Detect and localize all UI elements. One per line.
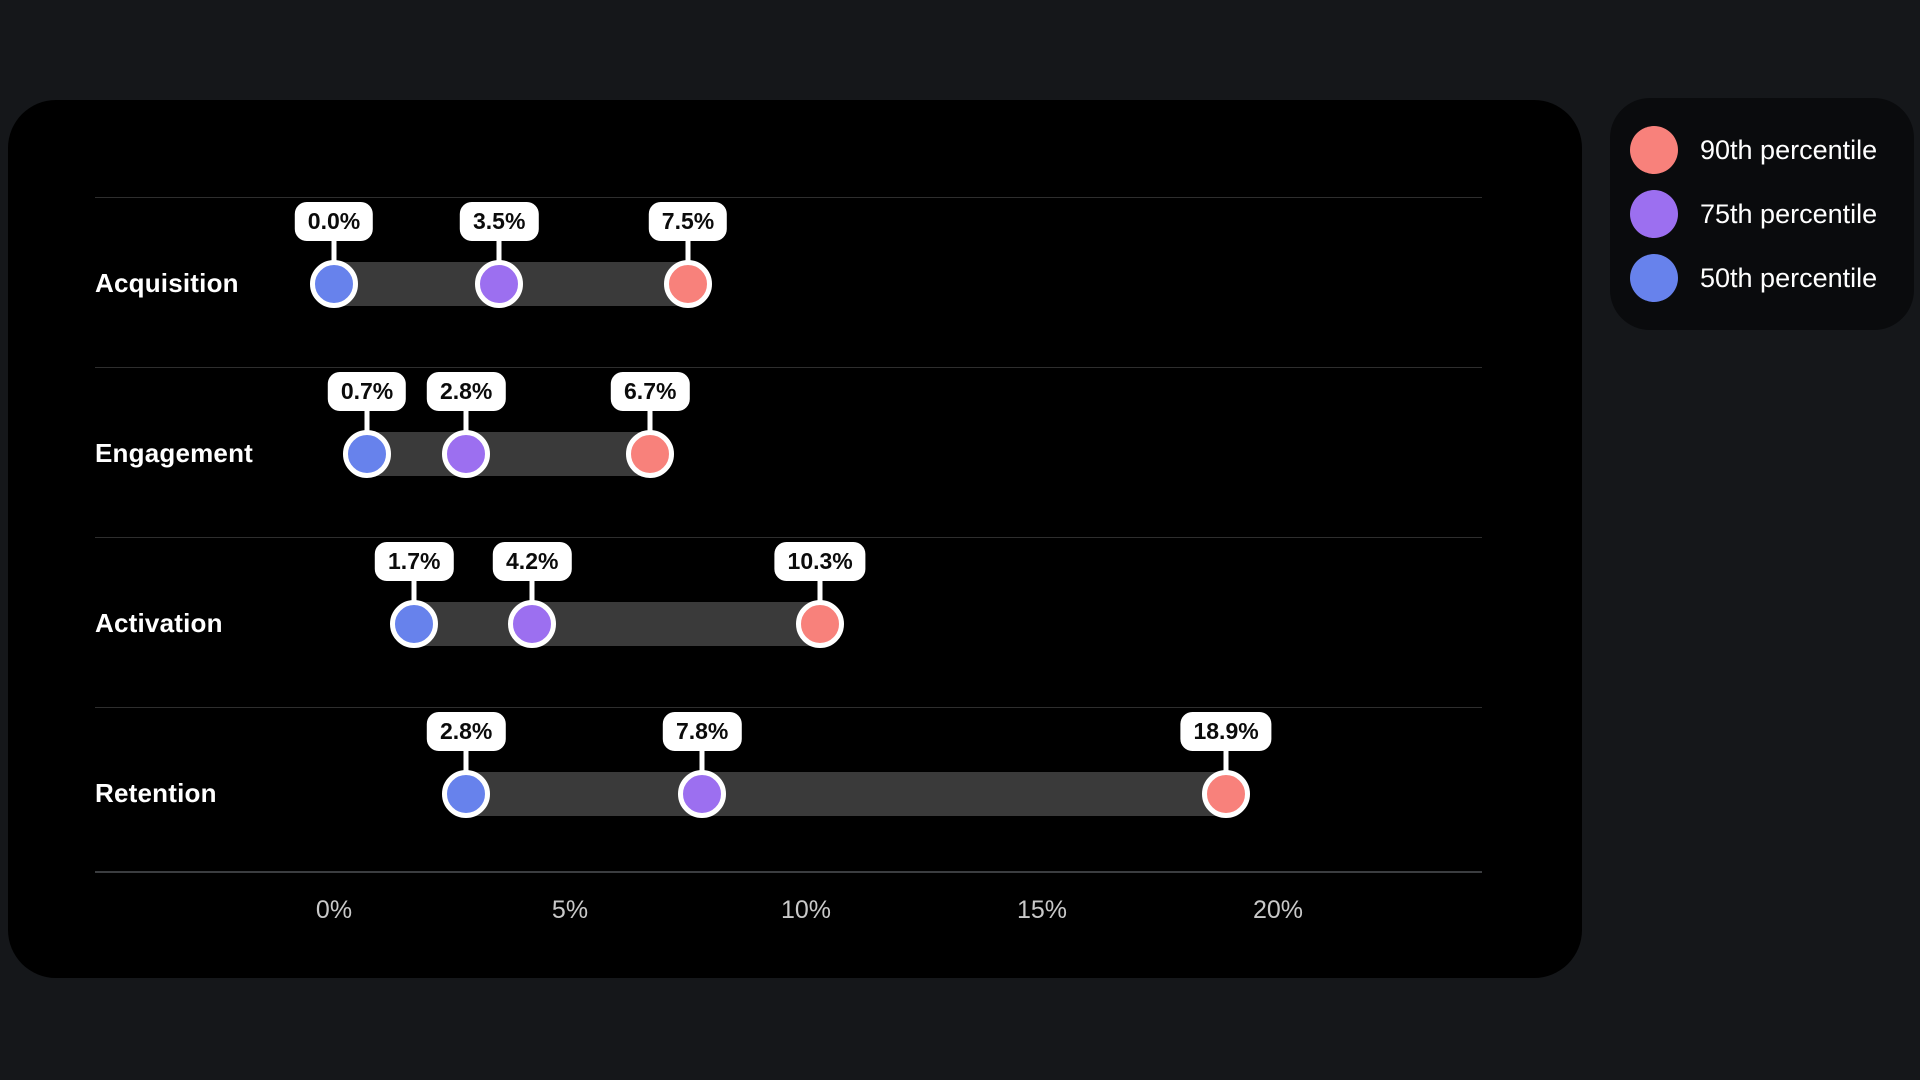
dot-p50[interactable] <box>390 600 439 648</box>
value-label-p90: 10.3% <box>774 542 866 581</box>
row-separator-line <box>95 707 1482 708</box>
label-stem <box>331 238 337 264</box>
dot-p50[interactable] <box>310 260 358 308</box>
legend-swatch-p75-icon <box>1630 190 1678 238</box>
dot-p50[interactable] <box>442 770 491 818</box>
legend-item-label: 90th percentile <box>1700 134 1878 165</box>
value-label-p75: 4.2% <box>493 542 572 581</box>
dot-p90[interactable] <box>796 600 845 648</box>
label-stem <box>411 578 417 604</box>
value-label-p50: 0.7% <box>327 372 407 411</box>
label-stem <box>496 238 502 264</box>
dot-p90[interactable] <box>664 260 712 308</box>
label-stem <box>463 748 469 774</box>
dot-p75[interactable] <box>442 430 491 478</box>
legend-item-label: 50th percentile <box>1700 262 1878 293</box>
dot-p75[interactable] <box>678 770 727 818</box>
range-track <box>414 602 821 646</box>
category-label: Engagement <box>95 437 254 468</box>
legend-item-p75: 75th percentile <box>1630 190 1914 238</box>
legend-item-p90: 90th percentile <box>1630 126 1914 174</box>
chart-card: Acquisition 0.0% 3.5% 7.5% Engagement 0.7% 2.8… <box>8 100 1582 978</box>
x-axis-line <box>95 871 1482 873</box>
dot-p75[interactable] <box>508 600 557 648</box>
label-stem <box>529 578 535 604</box>
x-axis-tick-label: 0% <box>315 896 353 924</box>
label-stem <box>685 238 691 264</box>
category-label: Acquisition <box>95 267 239 298</box>
x-axis-tick-label: 15% <box>1016 896 1068 924</box>
legend-swatch-p90-icon <box>1630 126 1678 174</box>
label-stem <box>364 408 370 434</box>
legend-item-label: 75th percentile <box>1700 198 1878 229</box>
x-axis-tick-label: 5% <box>551 896 589 924</box>
dot-p90[interactable] <box>1202 770 1251 818</box>
label-stem <box>1223 748 1229 774</box>
value-label-p90: 18.9% <box>1180 712 1272 751</box>
label-stem <box>463 408 469 434</box>
label-stem <box>647 408 653 434</box>
value-label-p75: 7.8% <box>662 712 742 751</box>
value-label-p75: 3.5% <box>459 202 539 241</box>
dot-p90[interactable] <box>626 430 675 478</box>
range-track <box>367 432 651 476</box>
range-track <box>466 772 1227 816</box>
category-label: Retention <box>95 777 217 808</box>
category-label: Activation <box>95 607 223 638</box>
value-label-p50: 1.7% <box>375 542 454 581</box>
value-label-p90: 7.5% <box>648 202 728 241</box>
x-axis-tick-label: 20% <box>1252 896 1304 924</box>
label-stem <box>817 578 823 604</box>
row-separator-line <box>95 197 1482 198</box>
dot-p75[interactable] <box>475 260 524 308</box>
value-label-p90: 6.7% <box>611 372 690 411</box>
value-label-p50: 0.0% <box>294 202 374 241</box>
legend-swatch-p50-icon <box>1630 254 1678 302</box>
label-stem <box>699 748 705 774</box>
x-axis-tick-label: 10% <box>780 896 832 924</box>
value-label-p50: 2.8% <box>426 712 506 751</box>
chart-legend: 90th percentile 75th percentile 50th perce… <box>1610 98 1914 330</box>
dot-p50[interactable] <box>343 430 392 478</box>
value-label-p75: 2.8% <box>426 372 506 411</box>
legend-item-p50: 50th percentile <box>1630 254 1914 302</box>
row-separator-line <box>95 537 1482 538</box>
row-separator-line <box>95 367 1482 368</box>
percentile-range-chart: Acquisition 0.0% 3.5% 7.5% Engagement 0.7% 2.8… <box>8 100 1582 978</box>
